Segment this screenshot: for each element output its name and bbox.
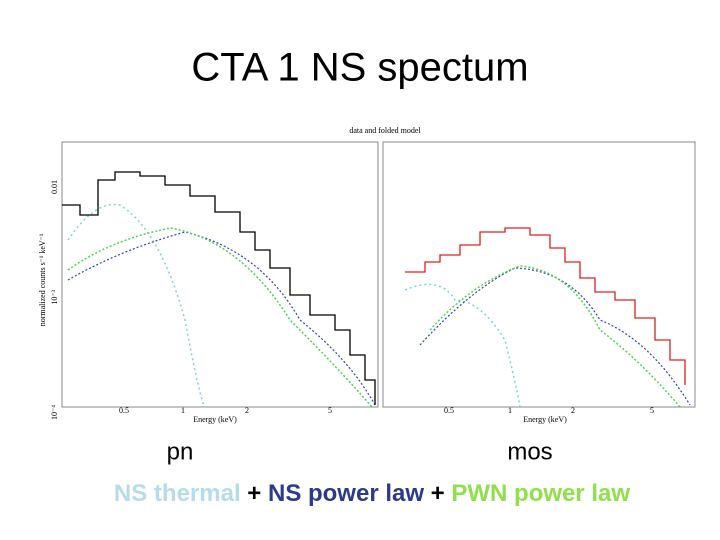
x-tick-label: 1 — [181, 406, 185, 415]
x-tick-label: 5 — [328, 406, 332, 415]
ns-powerlaw-curve — [419, 267, 691, 406]
legend-entry: NS power law — [261, 480, 424, 507]
ns-powerlaw-curve — [67, 231, 376, 406]
x-tick-label: 2 — [571, 406, 575, 415]
x-tick-label: 0.5 — [119, 406, 129, 415]
legend-entry: + — [241, 480, 262, 507]
panel-frame — [61, 141, 379, 408]
y-tick-label: 10⁻⁴ — [50, 405, 59, 420]
y-tick-label: 10⁻³ — [50, 289, 59, 304]
slide-title: CTA 1 NS spectum — [191, 46, 528, 90]
y-tick-label: 0.01 — [50, 180, 59, 194]
caption: pn — [167, 438, 194, 465]
x-tick-label: 1 — [508, 406, 512, 415]
x-tick-label: 0.5 — [444, 406, 454, 415]
thermal-curve — [404, 283, 521, 408]
legend: NS thermal + NS power law + PWN power la… — [114, 480, 630, 507]
thermal-curve — [67, 203, 206, 408]
y-axis-label: normalized counts s⁻¹ keV⁻¹ — [38, 233, 47, 326]
pn-data — [62, 171, 376, 405]
legend-entry: + — [424, 480, 445, 507]
x-tick-label: 2 — [245, 406, 249, 415]
pwn-powerlaw-curve — [429, 265, 681, 408]
legend-entry: PWN power law — [445, 480, 631, 507]
plot-title: data and folded model — [349, 126, 421, 135]
x-axis-label: Energy (keV) — [193, 415, 237, 424]
panel-frame — [382, 141, 696, 408]
mos-data — [405, 227, 686, 385]
legend-entry: NS thermal — [114, 480, 241, 507]
x-axis-label: Energy (keV) — [523, 415, 567, 424]
caption: mos — [507, 438, 552, 465]
x-tick-label: 5 — [650, 406, 654, 415]
pwn-powerlaw-curve — [67, 227, 373, 408]
